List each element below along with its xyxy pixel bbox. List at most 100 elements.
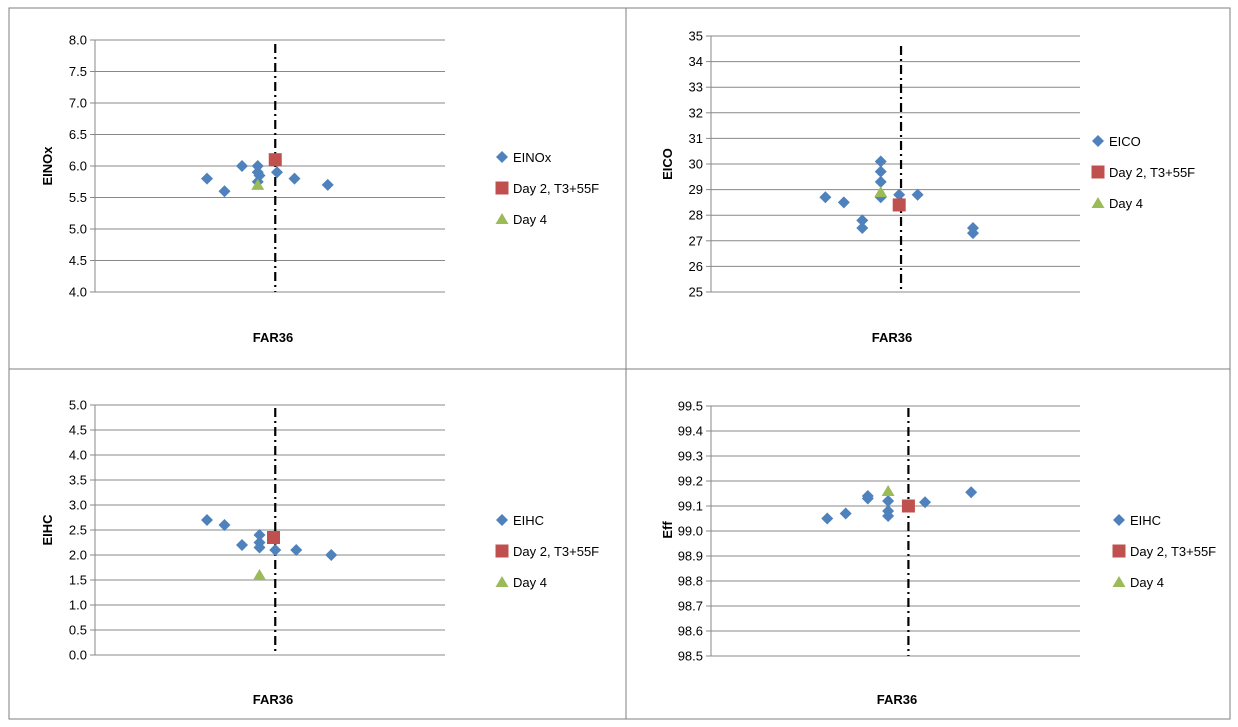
y-tick-label: 0.0	[69, 648, 87, 663]
data-point	[321, 178, 334, 191]
y-tick-label: 30	[689, 157, 703, 172]
legend-marker	[495, 576, 509, 587]
data-point	[861, 490, 874, 502]
y-tick-label: 26	[689, 259, 703, 274]
legend: EIHC Day 2, T3+55F Day 4	[1112, 513, 1216, 590]
data-point	[201, 172, 213, 185]
y-tick-label: 6.5	[69, 127, 87, 142]
data-point	[856, 222, 869, 234]
data-point	[201, 514, 213, 526]
y-tick-label: 3.0	[69, 498, 87, 513]
legend-marker	[496, 151, 508, 163]
y-tick-label: 5.0	[69, 398, 87, 413]
legend-label: Day 4	[513, 575, 547, 590]
data-point	[253, 529, 266, 541]
y-tick-label: 27	[689, 233, 703, 248]
y-tick-label: 34	[689, 54, 703, 69]
legend-marker	[1091, 197, 1105, 208]
y-tick-label: 99.2	[678, 474, 703, 489]
y-tick-label: 4.5	[69, 423, 87, 438]
data-point	[267, 531, 280, 544]
data-point	[271, 166, 283, 179]
y-tick-label: 7.0	[69, 96, 87, 111]
data-point	[874, 186, 888, 198]
figure-border	[8, 7, 1231, 720]
x-axis-label: FAR36	[877, 692, 917, 707]
y-tick-label: 6.0	[69, 159, 87, 174]
data-point	[325, 549, 338, 561]
data-point	[218, 519, 231, 531]
y-tick-label: 25	[689, 285, 703, 300]
y-tick-label: 4.0	[69, 448, 87, 463]
data-point	[251, 160, 264, 172]
legend: EICO Day 2, T3+55F Day 4	[1091, 134, 1195, 211]
legend-label: Day 4	[1130, 575, 1164, 590]
data-point	[253, 536, 266, 549]
data-point	[856, 214, 869, 227]
y-tick-label: 98.6	[678, 624, 703, 639]
legend-label: Day 2, T3+55F	[513, 544, 599, 559]
y-tick-label: 33	[689, 80, 703, 95]
data-point	[874, 175, 887, 188]
legend-marker	[1112, 544, 1126, 558]
y-tick-label: 7.5	[69, 64, 87, 79]
y-axis-label: EICO	[660, 148, 675, 180]
legend-marker	[1091, 165, 1105, 179]
y-tick-label: 99.3	[678, 449, 703, 464]
data-point	[837, 196, 850, 209]
y-tick-label: 99.0	[678, 524, 703, 539]
y-tick-label: 35	[689, 29, 703, 44]
data-point	[874, 165, 887, 178]
y-tick-label: 5.5	[69, 190, 87, 205]
y-tick-label: 99.4	[678, 424, 703, 439]
data-point	[821, 512, 834, 525]
y-tick-label: 98.9	[678, 549, 703, 564]
data-point	[882, 495, 895, 507]
data-point	[290, 544, 303, 556]
y-tick-label: 2.0	[69, 548, 87, 563]
y-tick-label: 99.1	[678, 499, 703, 514]
y-axis-label: EIHC	[40, 514, 55, 546]
data-point	[839, 507, 852, 520]
chart-panel-eihc: 0.0 0.5 1.0 1.5 2.0 2.5 3.0 3.5 4.0 4.5 5.0 FAR36 EI…	[40, 398, 599, 708]
data-point	[893, 188, 906, 201]
data-point	[251, 178, 265, 190]
legend-label: Day 2, T3+55F	[1109, 165, 1195, 180]
legend-marker	[495, 213, 509, 224]
legend-label: Day 4	[513, 212, 547, 227]
legend: EIHC Day 2, T3+55F Day 4	[495, 513, 599, 590]
y-tick-label: 99.5	[678, 399, 703, 414]
data-point	[919, 496, 932, 509]
data-point	[819, 191, 832, 204]
legend-label: Day 4	[1109, 196, 1143, 211]
legend-marker	[496, 514, 508, 526]
y-tick-label: 31	[689, 131, 703, 146]
chart-panel-eico: 25 26 27 28 29 30 31 32 33 34 35 FAR36 EICO EICO Day 2…	[660, 29, 1195, 346]
data-point	[253, 569, 266, 580]
y-tick-label: 1.0	[69, 598, 87, 613]
y-tick-label: 98.7	[678, 599, 703, 614]
data-point	[901, 499, 915, 513]
y-tick-label: 32	[689, 105, 703, 120]
legend-label: EINOx	[513, 150, 552, 165]
legend-label: EIHC	[1130, 513, 1161, 528]
data-point	[966, 227, 979, 240]
y-tick-label: 5.0	[69, 222, 87, 237]
chart-panel-eff: 98.5 98.6 98.7 98.8 98.9 99.0 99.1 99.2 99.3 99.4…	[660, 399, 1216, 708]
y-axis-label: Eff	[660, 521, 675, 539]
y-tick-label: 98.8	[678, 574, 703, 589]
data-point	[253, 169, 266, 182]
legend-label: Day 2, T3+55F	[513, 181, 599, 196]
y-tick-label: 98.5	[678, 649, 703, 664]
data-point	[911, 188, 924, 201]
legend: EINOx Day 2, T3+55F Day 4	[495, 150, 599, 227]
legend-label: EIHC	[513, 513, 544, 528]
y-axis-label: EINOx	[40, 146, 55, 186]
data-point	[268, 153, 282, 167]
legend-marker	[495, 181, 509, 195]
legend-marker	[1092, 135, 1104, 147]
data-point	[269, 544, 282, 556]
x-axis-label: FAR36	[872, 330, 912, 345]
